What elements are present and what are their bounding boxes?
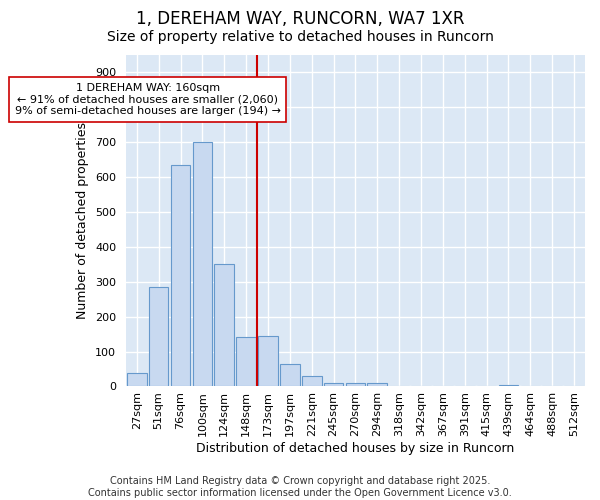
Bar (236, 336, 256, 386)
Bar (127, 372, 146, 386)
Bar (258, 336, 278, 386)
X-axis label: Distribution of detached houses by size in Runcorn: Distribution of detached houses by size … (196, 442, 515, 455)
Text: Contains HM Land Registry data © Crown copyright and database right 2025.
Contai: Contains HM Land Registry data © Crown c… (88, 476, 512, 498)
Bar (302, 376, 322, 386)
Y-axis label: Number of detached properties: Number of detached properties (76, 122, 89, 319)
Text: 1, DEREHAM WAY, RUNCORN, WA7 1XR: 1, DEREHAM WAY, RUNCORN, WA7 1XR (136, 10, 464, 28)
Bar (367, 383, 387, 386)
Bar (346, 383, 365, 386)
Bar (170, 165, 190, 386)
Bar (499, 384, 518, 386)
Bar (280, 364, 299, 386)
Bar (214, 264, 234, 386)
Text: 1 DEREHAM WAY: 160sqm
← 91% of detached houses are smaller (2,060)
9% of semi-de: 1 DEREHAM WAY: 160sqm ← 91% of detached … (15, 83, 281, 116)
Text: Size of property relative to detached houses in Runcorn: Size of property relative to detached ho… (107, 30, 493, 44)
Bar (149, 287, 169, 386)
Bar (193, 142, 212, 386)
Bar (324, 383, 343, 386)
